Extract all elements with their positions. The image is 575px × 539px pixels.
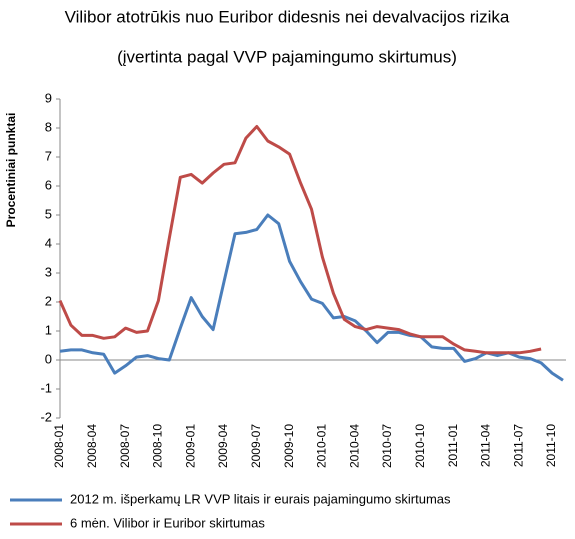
y-tick-label: 4: [45, 235, 52, 250]
y-tick-label: 9: [45, 90, 52, 105]
x-tick-label: 2009-01: [183, 424, 197, 468]
y-tick-label: 0: [45, 351, 52, 366]
x-tick-label: 2011-01: [446, 424, 460, 467]
x-tick-label: 2009-10: [282, 424, 296, 468]
y-tick-label: 3: [45, 264, 52, 279]
x-tick-label: 2010-04: [347, 424, 361, 468]
x-tick-label: 2011-10: [544, 424, 558, 467]
y-tick-label: 1: [45, 322, 52, 337]
y-tick-label: 2: [45, 293, 52, 308]
x-tick-label: 2011-04: [479, 424, 493, 467]
y-tick-label: 7: [45, 148, 52, 163]
x-tick-label: 2008-10: [151, 424, 165, 468]
chart-subtitle: (įvertinta pagal VVP pajamingumo skirtum…: [117, 47, 457, 66]
x-tick-label: 2010-07: [380, 424, 394, 468]
legend-label: 6 mėn. Vilibor ir Euribor skirtumas: [70, 515, 265, 530]
x-tick-label: 2010-01: [315, 424, 329, 468]
y-tick-label: 6: [45, 177, 52, 192]
series-line: [59, 213, 564, 382]
x-tick-label: 2008-01: [52, 424, 66, 468]
y-tick-label: -2: [40, 409, 52, 424]
series-line: [58, 125, 542, 355]
y-tick-label: -1: [40, 380, 52, 395]
x-tick-label: 2008-07: [118, 424, 132, 468]
y-tick-label: 5: [45, 206, 52, 221]
x-tick-label: 2009-04: [216, 424, 230, 468]
chart-title: Vilibor atotrūkis nuo Euribor didesnis n…: [65, 7, 510, 26]
y-axis-label: Procentiniai punktai: [4, 113, 18, 228]
y-tick-label: 8: [45, 119, 52, 134]
legend-label: 2012 m. išperkamų LR VVP litais ir eurai…: [70, 491, 451, 506]
x-tick-label: 2009-07: [249, 424, 263, 468]
x-tick-label: 2008-04: [85, 424, 99, 468]
x-tick-label: 2011-07: [511, 424, 525, 467]
x-tick-label: 2010-10: [413, 424, 427, 468]
